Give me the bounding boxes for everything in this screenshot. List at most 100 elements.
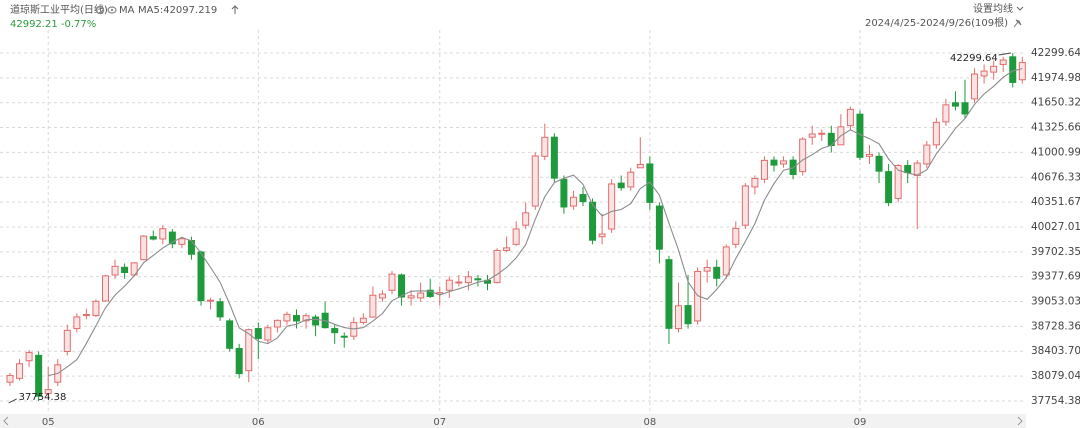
- candle-body: [254, 328, 262, 339]
- candle-body: [187, 240, 195, 255]
- candle-body: [799, 138, 807, 173]
- candle-body: [235, 347, 243, 375]
- candle-body: [894, 164, 902, 199]
- candle-body: [808, 133, 816, 138]
- y-tick-label: 42299.64: [1031, 47, 1080, 59]
- candle-body: [264, 327, 272, 341]
- candle-body: [378, 293, 386, 299]
- candle-body: [655, 205, 663, 250]
- candle-body: [168, 231, 176, 245]
- candle-body: [770, 159, 778, 166]
- candle-body: [951, 102, 959, 107]
- y-tick-label: 38403.70: [1031, 345, 1080, 357]
- candle-body: [283, 313, 291, 322]
- candle-body: [82, 313, 90, 317]
- candle-body: [665, 259, 673, 329]
- candle-body: [293, 315, 300, 322]
- y-tick-label: 41650.32: [1031, 97, 1080, 109]
- y-tick-label: 40027.01: [1031, 221, 1080, 233]
- candle-body: [16, 363, 24, 379]
- candle-body: [675, 305, 682, 330]
- x-tick-label: 05: [42, 417, 55, 428]
- candle-body: [875, 155, 883, 172]
- x-tick-label: 09: [854, 417, 867, 428]
- scrollbar[interactable]: [0, 414, 1026, 428]
- pin-icon[interactable]: [1013, 19, 1022, 28]
- low-pointer: [8, 398, 17, 404]
- candle-body: [579, 194, 587, 203]
- candle-body: [980, 70, 988, 77]
- candle-body: [197, 251, 205, 302]
- candle-body: [388, 273, 396, 291]
- candle-body: [646, 163, 654, 203]
- candle-body: [885, 171, 893, 204]
- candle-body: [722, 246, 730, 276]
- settings-button[interactable]: 设置均线: [973, 2, 1013, 15]
- candle-body: [617, 182, 625, 189]
- candle-body: [63, 329, 71, 353]
- candle-body: [569, 196, 577, 207]
- visibility-icon[interactable]: [107, 6, 117, 14]
- candle-body: [990, 65, 998, 73]
- candle-body: [703, 266, 711, 272]
- scroll-left[interactable]: [3, 416, 9, 426]
- candle-body: [417, 292, 425, 299]
- candle-body: [560, 178, 568, 208]
- candle-body: [159, 228, 167, 240]
- y-tick-label: 41000.99: [1031, 146, 1080, 158]
- candle-body: [971, 73, 979, 100]
- low-label: 37754.38: [19, 392, 67, 403]
- candle-body: [818, 132, 826, 135]
- candle-body: [359, 317, 367, 323]
- y-tick-label: 39702.35: [1031, 246, 1080, 258]
- candle-body: [149, 236, 157, 240]
- candle-body: [73, 316, 81, 330]
- settings-icon[interactable]: [95, 5, 105, 15]
- candle-body: [636, 164, 644, 169]
- y-tick-label: 40351.67: [1031, 196, 1080, 208]
- candle-body: [522, 212, 530, 226]
- candle-body: [111, 265, 119, 276]
- chevron: [1016, 6, 1024, 11]
- candle-body: [226, 320, 234, 349]
- candle-body: [866, 153, 873, 157]
- candle-body: [245, 329, 253, 372]
- candle-body: [713, 266, 721, 279]
- candle-body: [741, 185, 749, 226]
- candle-body: [598, 233, 606, 238]
- candle-body: [464, 276, 472, 284]
- candle-body: [923, 144, 931, 165]
- candle-body: [732, 227, 740, 245]
- high-pointer: [998, 52, 1011, 56]
- candle-body: [44, 389, 52, 395]
- candle-body: [760, 159, 768, 180]
- y-tick-label: 41974.98: [1031, 72, 1080, 84]
- candle-body: [932, 121, 940, 146]
- price-change: 42992.21 -0.77%: [10, 19, 96, 30]
- candle-body: [35, 354, 43, 397]
- candle-body: [751, 178, 759, 188]
- candle-body: [531, 155, 539, 207]
- candle-body: [426, 289, 434, 297]
- toggle-arrow[interactable]: [231, 5, 239, 14]
- candle-body: [550, 136, 558, 179]
- indicator-name: MA: [119, 5, 135, 16]
- y-tick-label: 38079.04: [1031, 370, 1080, 382]
- candle-body: [961, 102, 969, 115]
- candle-body: [1018, 62, 1026, 81]
- candle-body: [1009, 56, 1017, 83]
- candle-body: [904, 164, 912, 174]
- candle-body: [503, 247, 511, 251]
- candle-body: [312, 316, 320, 326]
- candle-body: [331, 328, 339, 334]
- candle-body: [369, 294, 377, 318]
- candle-body: [627, 171, 635, 188]
- candle-body: [608, 183, 616, 230]
- candle-body: [846, 108, 854, 127]
- scroll-right[interactable]: [1017, 416, 1023, 426]
- candle-body: [474, 278, 482, 281]
- candle-body: [398, 274, 406, 298]
- y-tick-label: 39053.03: [1031, 296, 1080, 308]
- candle-body: [25, 352, 33, 362]
